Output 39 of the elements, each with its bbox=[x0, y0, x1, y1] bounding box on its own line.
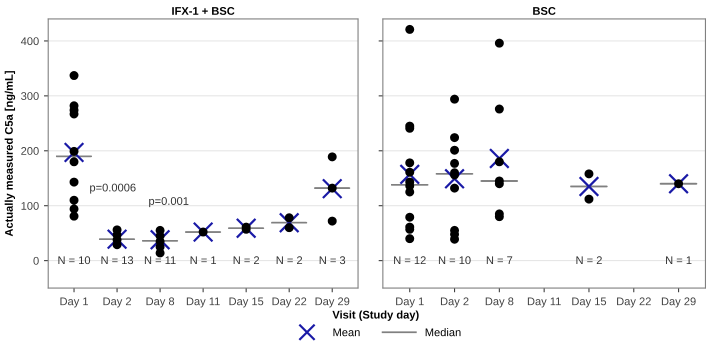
annotation: N = 11 bbox=[144, 256, 176, 264]
x-axis-title: Visit (Study day) bbox=[332, 310, 419, 321]
legend-label: Mean bbox=[333, 328, 360, 336]
x-tick-label: Day 11 bbox=[528, 298, 561, 308]
x-tick-label: Day 15 bbox=[572, 298, 606, 308]
y-axis-title: Actually measured C5a [ng/mL] bbox=[4, 71, 16, 236]
x-tick-label: Day 1 bbox=[396, 298, 424, 308]
y-tick-label: 0 bbox=[33, 256, 39, 265]
x-tick-label: Day 11 bbox=[186, 298, 220, 308]
legend-label: Median bbox=[426, 328, 460, 336]
annotation: N = 13 bbox=[101, 256, 134, 264]
annotation: N = 2 bbox=[234, 256, 260, 264]
annotation: N = 12 bbox=[394, 256, 426, 264]
y-tick-label: 300 bbox=[21, 92, 39, 100]
x-tick-label: Day 15 bbox=[229, 298, 264, 308]
x-tick-label: Day 29 bbox=[662, 297, 696, 308]
annotation: N = 1 bbox=[666, 256, 692, 264]
x-tick-label: Day 22 bbox=[617, 297, 651, 308]
annotation: N = 2 bbox=[576, 256, 602, 264]
annotation: N = 10 bbox=[58, 256, 90, 264]
y-tick-label: 400 bbox=[20, 37, 39, 46]
x-tick-label: Day 22 bbox=[272, 297, 306, 308]
chart-title: BSC bbox=[533, 7, 556, 15]
annotation: N = 2 bbox=[276, 256, 302, 264]
annotation: p=0.001 bbox=[149, 197, 188, 208]
annotation: N = 7 bbox=[486, 256, 512, 264]
x-tick-label: Day 1 bbox=[60, 298, 88, 308]
x-tick-label: Day 8 bbox=[146, 297, 174, 308]
annotation: N = 1 bbox=[190, 256, 216, 264]
x-tick-label: Day 2 bbox=[440, 297, 469, 308]
x-tick-label: Day 8 bbox=[486, 297, 514, 308]
chart-title: IFX-1 + BSC bbox=[172, 7, 234, 15]
annotation: N = 10 bbox=[438, 256, 471, 264]
y-tick-label: 200 bbox=[21, 147, 39, 155]
x-tick-label: Day 2 bbox=[103, 297, 132, 308]
annotation: p=0.0006 bbox=[90, 184, 136, 194]
annotation: N = 3 bbox=[320, 256, 346, 264]
x-tick-label: Day 29 bbox=[316, 297, 350, 308]
y-tick-label: 100 bbox=[21, 202, 39, 210]
